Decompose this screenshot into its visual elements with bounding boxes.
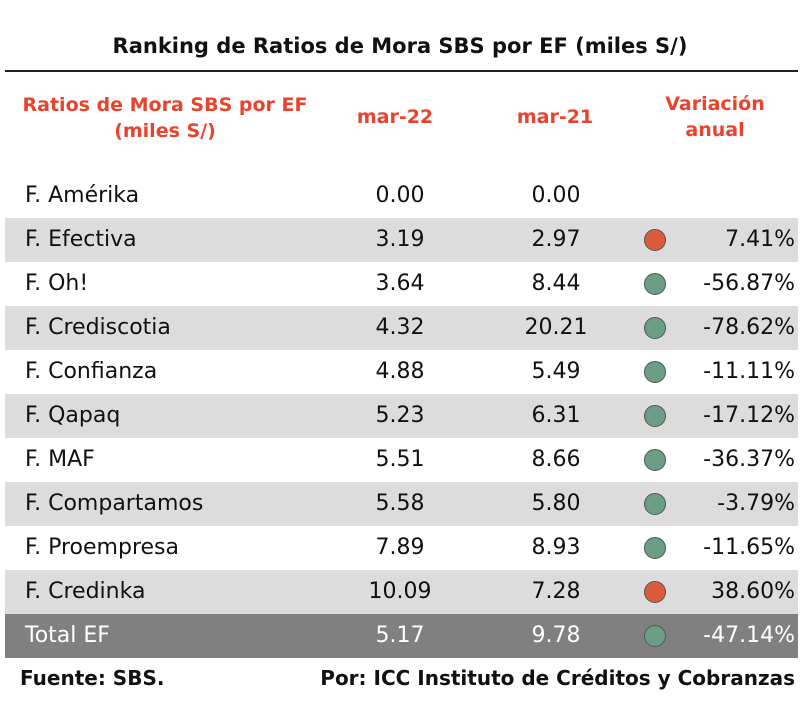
value-variation: -3.79%: [717, 491, 795, 516]
column-header-variation: Variación anual: [630, 91, 800, 143]
value-mar21: 6.31: [531, 403, 581, 428]
column-header-mar21: mar-21: [516, 106, 594, 128]
row-name: F. MAF: [25, 447, 95, 472]
table-row: F. Proempresa 7.89 8.93 -11.65%: [5, 526, 798, 570]
column-header-name-line2: (miles S/): [114, 120, 216, 142]
value-mar21: 8.93: [531, 535, 581, 560]
value-variation: -78.62%: [703, 315, 795, 340]
value-variation: 38.60%: [711, 579, 795, 604]
row-name: F. Credinka: [25, 579, 146, 604]
value-mar21: 9.78: [531, 623, 581, 648]
row-name: F. Oh!: [25, 271, 89, 296]
value-mar21: 20.21: [524, 315, 588, 340]
value-variation: -47.14%: [703, 623, 795, 648]
table-row: F. Credinka 10.09 7.28 38.60%: [5, 570, 798, 614]
value-mar21: 0.00: [531, 183, 581, 208]
author-note: Por: ICC Instituto de Créditos y Cobranz…: [320, 666, 795, 690]
value-mar22: 7.89: [375, 535, 425, 560]
indicator-green-icon: [644, 625, 666, 647]
chart-title: Ranking de Ratios de Mora SBS por EF (mi…: [112, 34, 688, 58]
value-mar21: 5.80: [531, 491, 581, 516]
value-mar22: 0.00: [375, 183, 425, 208]
indicator-green-icon: [644, 405, 666, 427]
value-mar22: 4.88: [375, 359, 425, 384]
value-variation: -56.87%: [703, 271, 795, 296]
table-body: F. Amérika 0.00 0.00 F. Efectiva 3.19 2.97 7.4…: [5, 174, 798, 658]
indicator-green-icon: [644, 317, 666, 339]
column-header-name-line1: Ratios de Mora SBS por EF: [22, 94, 308, 116]
table-row: F. Confianza 4.88 5.49 -11.11%: [5, 350, 798, 394]
row-name: F. Proempresa: [25, 535, 179, 560]
table-row: F. Amérika 0.00 0.00: [5, 174, 798, 218]
value-mar22: 5.58: [375, 491, 425, 516]
row-name: F. Amérika: [25, 183, 140, 208]
value-mar22: 5.51: [375, 447, 425, 472]
value-mar22: 5.23: [375, 403, 425, 428]
value-mar22: 4.32: [375, 315, 425, 340]
row-name: F. Confianza: [25, 359, 158, 384]
source-note: Fuente: SBS.: [20, 666, 165, 690]
value-variation: -11.65%: [703, 535, 795, 560]
column-header-name: Ratios de Mora SBS por EF (miles S/): [0, 92, 330, 144]
table-row: F. MAF 5.51 8.66 -36.37%: [5, 438, 798, 482]
value-mar22: 5.17: [375, 623, 425, 648]
value-mar21: 8.66: [531, 447, 581, 472]
value-variation: -17.12%: [703, 403, 795, 428]
table-row: F. Oh! 3.64 8.44 -56.87%: [5, 262, 798, 306]
value-mar21: 7.28: [531, 579, 581, 604]
column-header-variation-line1: Variación: [665, 93, 765, 115]
value-mar22: 10.09: [368, 579, 432, 604]
indicator-red-icon: [644, 229, 666, 251]
value-variation: -11.11%: [703, 359, 795, 384]
value-mar21: 5.49: [531, 359, 581, 384]
table-row: F. Crediscotia 4.32 20.21 -78.62%: [5, 306, 798, 350]
row-name: F. Efectiva: [25, 227, 137, 252]
value-variation: 7.41%: [725, 227, 795, 252]
value-variation: -36.37%: [703, 447, 795, 472]
row-name: F. Crediscotia: [25, 315, 171, 340]
table-row: F. Efectiva 3.19 2.97 7.41%: [5, 218, 798, 262]
value-mar21: 8.44: [531, 271, 581, 296]
indicator-green-icon: [644, 361, 666, 383]
row-name: F. Qapaq: [25, 403, 121, 428]
title-divider: [5, 70, 798, 72]
indicator-green-icon: [644, 273, 666, 295]
indicator-green-icon: [644, 449, 666, 471]
column-header-mar22: mar-22: [356, 106, 434, 128]
row-name: F. Compartamos: [25, 491, 204, 516]
table-row: F. Compartamos 5.58 5.80 -3.79%: [5, 482, 798, 526]
indicator-red-icon: [644, 581, 666, 603]
indicator-green-icon: [644, 493, 666, 515]
column-header-variation-line2: anual: [685, 119, 745, 141]
row-name: Total EF: [25, 623, 110, 648]
indicator-green-icon: [644, 537, 666, 559]
table-row: F. Qapaq 5.23 6.31 -17.12%: [5, 394, 798, 438]
total-row: Total EF 5.17 9.78 -47.14%: [5, 614, 798, 658]
value-mar22: 3.64: [375, 271, 425, 296]
value-mar21: 2.97: [531, 227, 581, 252]
value-mar22: 3.19: [375, 227, 425, 252]
